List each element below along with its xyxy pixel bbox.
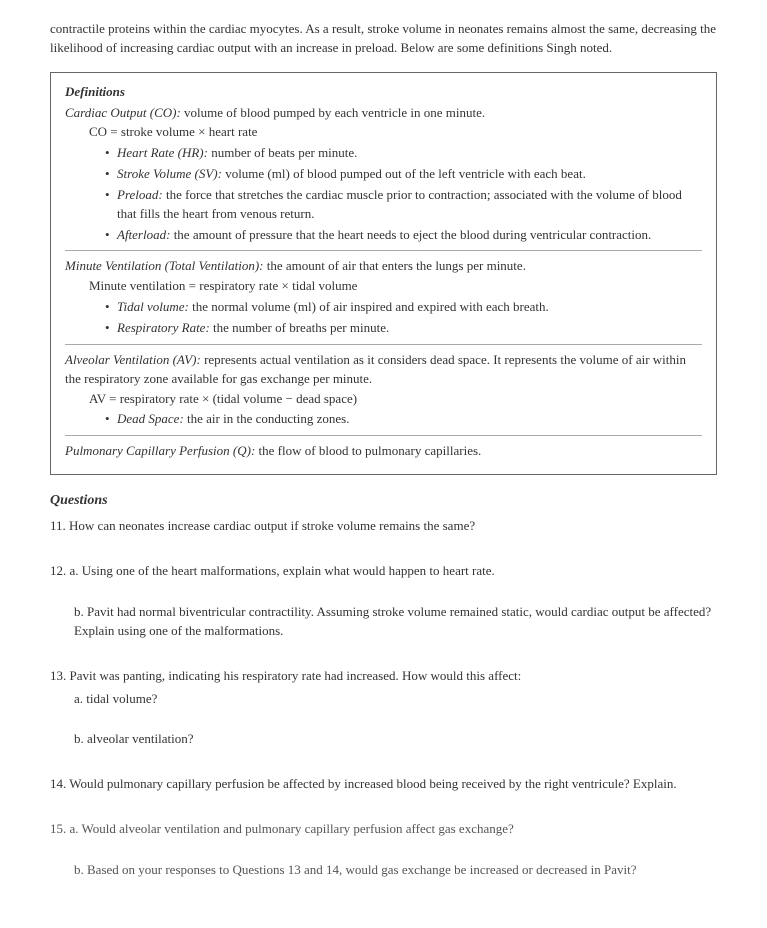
co-term-line: Cardiac Output (CO): volume of blood pum… (65, 104, 702, 123)
av-term: Alveolar Ventilation (AV): (65, 352, 201, 367)
afterload-desc: the amount of pressure that the heart ne… (170, 227, 651, 242)
co-formula: CO = stroke volume × heart rate (89, 123, 702, 142)
question-12a: 12. a. Using one of the heart malformati… (50, 562, 717, 581)
av-bullets: Dead Space: the air in the conducting zo… (105, 410, 702, 429)
question-13a: a. tidal volume? (74, 690, 717, 709)
separator (65, 250, 702, 251)
av-term-line: Alveolar Ventilation (AV): represents ac… (65, 351, 702, 389)
separator (65, 435, 702, 436)
q-term: Pulmonary Capillary Perfusion (Q): (65, 443, 255, 458)
tidal-term: Tidal volume: (117, 299, 189, 314)
preload-desc: the force that stretches the cardiac mus… (117, 187, 682, 221)
q-term-line: Pulmonary Capillary Perfusion (Q): the f… (65, 442, 702, 461)
q-desc: the flow of blood to pulmonary capillari… (255, 443, 481, 458)
preload-term: Preload: (117, 187, 163, 202)
mv-bullet-resp: Respiratory Rate: the number of breaths … (105, 319, 702, 338)
av-bullet-deadspace: Dead Space: the air in the conducting zo… (105, 410, 702, 429)
mv-formula: Minute ventilation = respiratory rate × … (89, 277, 702, 296)
question-13b: b. alveolar ventilation? (74, 730, 717, 749)
intro-paragraph: contractile proteins within the cardiac … (50, 20, 717, 58)
hr-desc: number of beats per minute. (208, 145, 357, 160)
co-bullet-afterload: Afterload: the amount of pressure that t… (105, 226, 702, 245)
questions-heading: Questions (50, 491, 717, 511)
sv-desc: volume (ml) of blood pumped out of the l… (222, 166, 586, 181)
mv-term: Minute Ventilation (Total Ventilation): (65, 258, 263, 273)
co-bullet-sv: Stroke Volume (SV): volume (ml) of blood… (105, 165, 702, 184)
mv-term-line: Minute Ventilation (Total Ventilation): … (65, 257, 702, 276)
co-bullets: Heart Rate (HR): number of beats per min… (105, 144, 702, 244)
resp-desc: the number of breaths per minute. (210, 320, 389, 335)
afterload-term: Afterload: (117, 227, 170, 242)
co-bullet-preload: Preload: the force that stretches the ca… (105, 186, 702, 224)
co-term: Cardiac Output (CO): (65, 105, 181, 120)
mv-bullets: Tidal volume: the normal volume (ml) of … (105, 298, 702, 338)
question-13: 13. Pavit was panting, indicating his re… (50, 667, 717, 750)
hr-term: Heart Rate (HR): (117, 145, 208, 160)
sv-term: Stroke Volume (SV): (117, 166, 222, 181)
co-bullet-hr: Heart Rate (HR): number of beats per min… (105, 144, 702, 163)
co-desc: volume of blood pumped by each ventricle… (181, 105, 485, 120)
mv-desc: the amount of air that enters the lungs … (263, 258, 525, 273)
question-12: 12. a. Using one of the heart malformati… (50, 562, 717, 641)
resp-term: Respiratory Rate: (117, 320, 210, 335)
question-11: 11. How can neonates increase cardiac ou… (50, 517, 717, 536)
question-15b: b. Based on your responses to Questions … (74, 861, 717, 880)
question-15: 15. a. Would alveolar ventilation and pu… (50, 820, 717, 880)
definitions-box: Definitions Cardiac Output (CO): volume … (50, 72, 717, 475)
question-14: 14. Would pulmonary capillary perfusion … (50, 775, 717, 794)
tidal-desc: the normal volume (ml) of air inspired a… (189, 299, 549, 314)
question-13-stem: 13. Pavit was panting, indicating his re… (50, 667, 717, 686)
definitions-heading: Definitions (65, 83, 702, 102)
deadspace-term: Dead Space: (117, 411, 184, 426)
separator (65, 344, 702, 345)
deadspace-desc: the air in the conducting zones. (184, 411, 350, 426)
question-15a: 15. a. Would alveolar ventilation and pu… (50, 820, 717, 839)
question-12b: b. Pavit had normal biventricular contra… (74, 603, 717, 641)
mv-bullet-tidal: Tidal volume: the normal volume (ml) of … (105, 298, 702, 317)
av-formula: AV = respiratory rate × (tidal volume − … (89, 390, 702, 409)
